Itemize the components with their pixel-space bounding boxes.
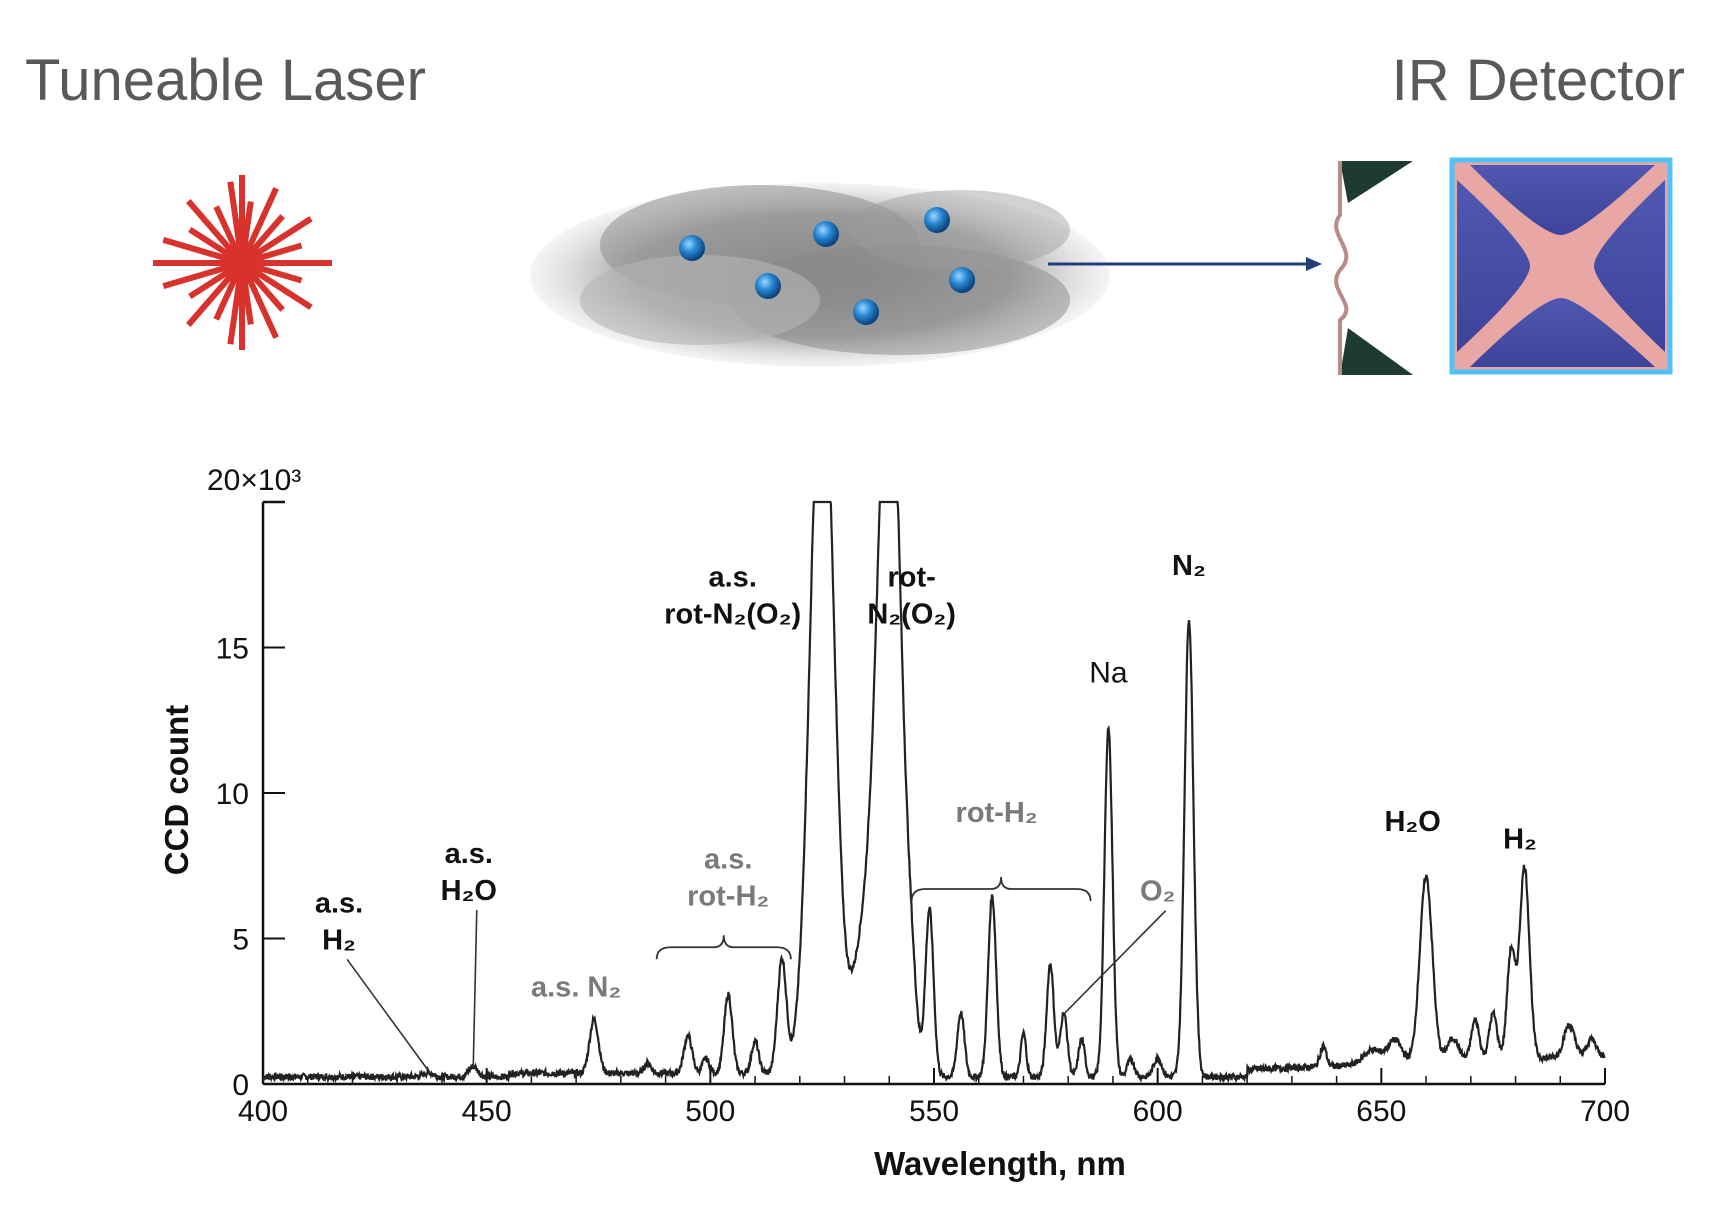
y-tick-label: 5 [232,924,249,957]
annotation-h2o: H₂O [1384,806,1440,838]
molecule-icon [853,299,879,325]
annotation-n2: N₂ [1172,550,1206,582]
spectrum-trace [262,500,1606,1085]
gas-cloud [530,183,1110,367]
laser-ray [240,260,313,310]
brace-as-rot-h2 [655,935,792,960]
annotation-text: a.s. [445,838,493,870]
annotation-h2: H₂ [1503,823,1537,855]
laser-ray [240,216,313,266]
annotation-as-h2: a.s. H₂ [315,887,430,1072]
annotation-text: N₂ [1172,550,1206,582]
annotation-leader-line [472,909,478,1067]
x-tick-label: 400 [238,1095,288,1128]
annotation-as-rot-n2o2: a.s. rot-N₂(O₂) [664,561,801,630]
annotation-leader-line [346,958,430,1072]
laser-ray [162,260,243,289]
annotation-text: rot- [887,561,935,593]
y-exponent-label: 20×10³ [207,464,301,497]
laser-ray [162,237,243,266]
annotation-text: a.s. [315,887,363,919]
x-tick-label: 550 [909,1095,959,1128]
detector-label: IR Detector [1392,48,1685,113]
x-tick-label: 500 [685,1095,735,1128]
annotation-text: a.s. N₂ [531,972,621,1004]
y-tick-label: 15 [216,633,249,666]
y-tick-label: 10 [216,778,249,811]
y-axis-label: CCD count [158,705,195,875]
annotation-text: rot-H₂ [956,797,1038,829]
molecule-icon [949,267,975,293]
x-axis-label: Wavelength, nm [874,1145,1126,1182]
molecule-icon [679,235,705,261]
x-tick-label: 650 [1356,1095,1406,1128]
annotation-as-n2: a.s. N₂ [531,972,621,1004]
laser-ray [239,187,279,265]
annotation-text: H₂ [1503,823,1537,855]
x-tick-label: 450 [462,1095,512,1128]
ir-detector-chip-icon [1449,157,1673,375]
annotation-text: Na [1089,656,1128,689]
annotation-o2: O₂ [1063,876,1175,1015]
chart-axes: 400 450 500 550 600 650 700 0 5 10 15 20×10³ [207,464,1630,1128]
annotation-text: N₂(O₂) [867,598,956,630]
detector-optics-icon [1334,161,1413,375]
gas-molecules [679,207,975,325]
annotation-text: rot-H₂ [687,881,769,913]
annotation-leader-line [1063,910,1167,1015]
laser-ray [239,261,279,339]
x-tick-label: 700 [1580,1095,1630,1128]
annotation-text: H₂O [1384,806,1440,838]
annotation-rot-n2o2: rot- N₂(O₂) [867,561,956,630]
molecule-icon [813,221,839,247]
annotation-text: a.s. [709,561,757,593]
brace-rot-h2 [910,877,1092,902]
annotation-text: rot-N₂(O₂) [664,598,801,630]
annotation-text: H₂ [322,924,356,956]
y-tick-label: 0 [232,1069,249,1102]
annotation-na: Na [1089,656,1128,689]
annotation-text: O₂ [1140,876,1175,908]
annotation-text: H₂O [441,875,497,907]
molecule-icon [924,207,950,233]
annotation-text: a.s. [704,844,752,876]
laser-ray [186,261,245,327]
annotation-rot-h2: rot-H₂ [956,797,1038,829]
annotation-as-h2o: a.s. H₂O [441,838,497,1067]
molecule-icon [755,273,781,299]
annotation-as-rot-h2: a.s. rot-H₂ [687,844,769,913]
x-tick-label: 600 [1133,1095,1183,1128]
laser-label: Tuneable Laser [25,48,426,113]
laser-ray [186,199,245,265]
instrument-diagram: Tuneable Laser IR Detector [25,48,1685,375]
beam-arrowhead-icon [1306,257,1322,271]
